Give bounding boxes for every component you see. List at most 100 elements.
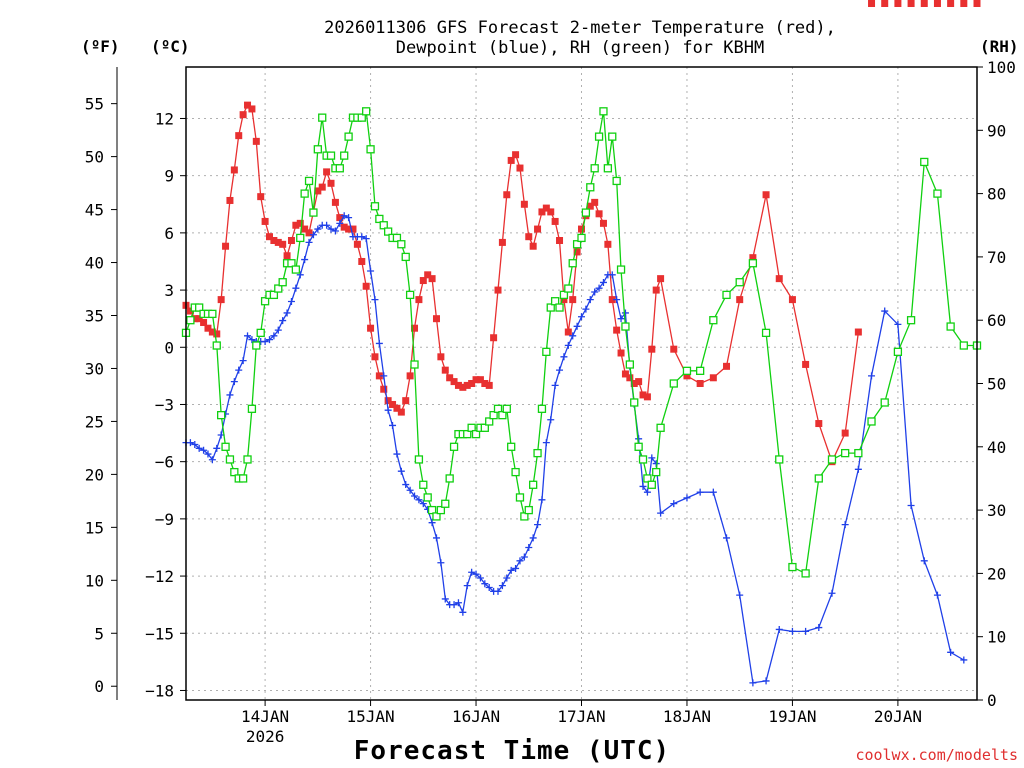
fahrenheit-tick-label: 10 — [85, 571, 104, 590]
temperature-point — [235, 132, 243, 140]
dewpoint-point — [428, 519, 436, 527]
dewpoint-point — [459, 608, 467, 616]
fahrenheit-tick-label: 25 — [85, 412, 104, 431]
rh-point — [827, 455, 837, 464]
rh-point — [432, 512, 441, 521]
temperature-point — [639, 391, 647, 399]
rh-point — [252, 341, 261, 350]
rh-tick-label: 10 — [987, 628, 1006, 647]
dewpoint-point — [296, 271, 304, 279]
dewpoint-point — [613, 296, 621, 304]
dewpoint-point — [947, 648, 955, 656]
dewpoint-point — [454, 599, 462, 607]
rh-point — [893, 347, 903, 357]
rh-point — [555, 303, 564, 312]
temperature-point — [296, 219, 304, 227]
fahrenheit-tick-label: 45 — [85, 201, 104, 220]
temperature-point — [507, 156, 515, 164]
rh-point — [669, 379, 678, 388]
rh-point — [498, 410, 507, 420]
dewpoint-point — [894, 320, 902, 328]
temperature-point — [815, 420, 823, 428]
temperature-point — [723, 362, 731, 370]
dewpoint-point — [670, 500, 678, 508]
dewpoint-point — [419, 500, 427, 508]
rh-point — [379, 221, 388, 230]
temperature-point — [459, 383, 467, 391]
fahrenheit-tick-label: 15 — [85, 518, 104, 537]
temperature-point — [481, 380, 489, 387]
dewpoint-point — [248, 336, 256, 344]
rh-point — [841, 448, 850, 458]
dewpoint-point — [599, 278, 607, 286]
rh-tick-label: 100 — [987, 58, 1016, 77]
dewpoint-point — [582, 305, 590, 313]
dewpoint-point — [367, 267, 375, 275]
dewpoint-point — [371, 296, 379, 304]
dewpoint-point — [411, 492, 419, 500]
temperature-point — [907, 0, 915, 7]
rh-point — [274, 284, 283, 293]
dewpoint-point — [573, 322, 581, 330]
rh-point — [854, 448, 863, 458]
dewpoint-point — [802, 627, 810, 635]
rh-point — [212, 341, 221, 350]
rh-point — [463, 429, 472, 439]
rh-line — [185, 109, 977, 575]
temperature-point — [384, 397, 392, 405]
fahrenheit-tick-label: 55 — [85, 95, 104, 114]
dewpoint-line — [186, 214, 965, 684]
temperature-point — [349, 225, 357, 233]
dewpoint-point — [534, 521, 542, 529]
rh-point — [709, 316, 718, 325]
temperature-point — [244, 101, 252, 109]
dewpoint-point — [564, 341, 572, 349]
dewpoint-point — [468, 568, 476, 576]
rh-point — [471, 429, 481, 439]
x-tick-label: 20JAN — [874, 707, 922, 726]
temperature-point — [613, 326, 621, 334]
x-axis-label: Forecast Time (UTC) — [354, 736, 670, 766]
dewpoint-point — [305, 238, 313, 246]
dewpoint-point — [608, 271, 616, 279]
temperature-point — [947, 0, 955, 7]
temperature-point — [380, 385, 388, 393]
rh-point — [608, 132, 617, 141]
dewpoint-point — [907, 502, 915, 510]
celsius-tick-label: −6 — [155, 453, 174, 472]
dewpoint-point — [854, 465, 862, 473]
fahrenheit-tick-label: 30 — [85, 359, 104, 378]
rh-point — [445, 474, 454, 483]
dewpoint-point — [960, 656, 968, 664]
chart-grid — [186, 67, 977, 700]
dewpoint-point — [516, 557, 524, 565]
celsius-tick-label: −15 — [145, 624, 174, 643]
temperature-point — [314, 187, 322, 195]
rh-point — [326, 151, 336, 160]
rh-point — [502, 404, 511, 413]
rh-point — [788, 562, 797, 572]
temperature-point — [657, 275, 665, 283]
dewpoint-point — [230, 378, 238, 386]
dewpoint-point — [841, 521, 849, 529]
temperature-point — [802, 360, 810, 368]
dewpoint-point — [485, 584, 493, 592]
temperature-point — [973, 0, 981, 7]
dewpoint-point — [415, 496, 423, 504]
temperature-point — [230, 166, 238, 174]
celsius-tick-label: 0 — [164, 338, 174, 357]
rh-point — [362, 107, 371, 116]
rh-tick-label: 50 — [987, 375, 1006, 394]
rh-point — [630, 398, 639, 407]
rh-point — [419, 480, 428, 489]
dewpoint-point — [362, 235, 370, 243]
temperature-point — [749, 254, 757, 262]
temperature-point — [336, 214, 344, 222]
dewpoint-point — [498, 582, 506, 590]
rh-point — [612, 176, 621, 186]
dewpoint-point — [441, 595, 449, 603]
temperature-point — [397, 408, 405, 416]
rh-point — [735, 278, 744, 287]
rh-point — [515, 493, 525, 502]
temperature-point — [534, 225, 542, 233]
